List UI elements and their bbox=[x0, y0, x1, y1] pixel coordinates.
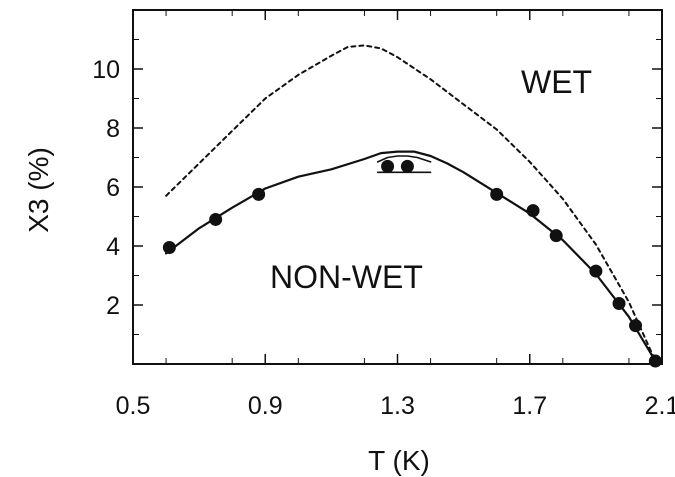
series-line-solid bbox=[165, 150, 657, 363]
x-tick-label: 1.3 bbox=[380, 392, 415, 420]
data-point bbox=[381, 159, 395, 173]
data-point bbox=[589, 264, 603, 278]
x-tick-label: 0.5 bbox=[116, 392, 151, 420]
series-line-dashed bbox=[165, 44, 657, 363]
x-tick-label: 0.9 bbox=[248, 392, 283, 420]
y-axis-label: X3 (%) bbox=[23, 147, 54, 233]
x-axis-label: T (K) bbox=[368, 445, 430, 476]
x-tick-label: 2.1 bbox=[645, 392, 675, 420]
series-layer bbox=[162, 44, 662, 368]
region-label-non-wet: NON-WET bbox=[270, 259, 423, 295]
data-point bbox=[162, 240, 176, 254]
x-tick-label: 1.7 bbox=[512, 392, 547, 420]
series-line-thin bbox=[376, 155, 432, 163]
data-point bbox=[400, 159, 414, 173]
region-label-wet: WET bbox=[521, 64, 592, 100]
y-tick-label: 2 bbox=[106, 292, 120, 320]
y-tick-label: 8 bbox=[106, 115, 120, 143]
y-tick-label: 6 bbox=[106, 174, 120, 202]
y-tick-label: 10 bbox=[92, 56, 120, 84]
y-tick-label: 4 bbox=[106, 233, 120, 261]
axes-layer: 0.5 0.9 1.3 1.7 2.1 2 4 6 8 10 bbox=[92, 9, 675, 420]
